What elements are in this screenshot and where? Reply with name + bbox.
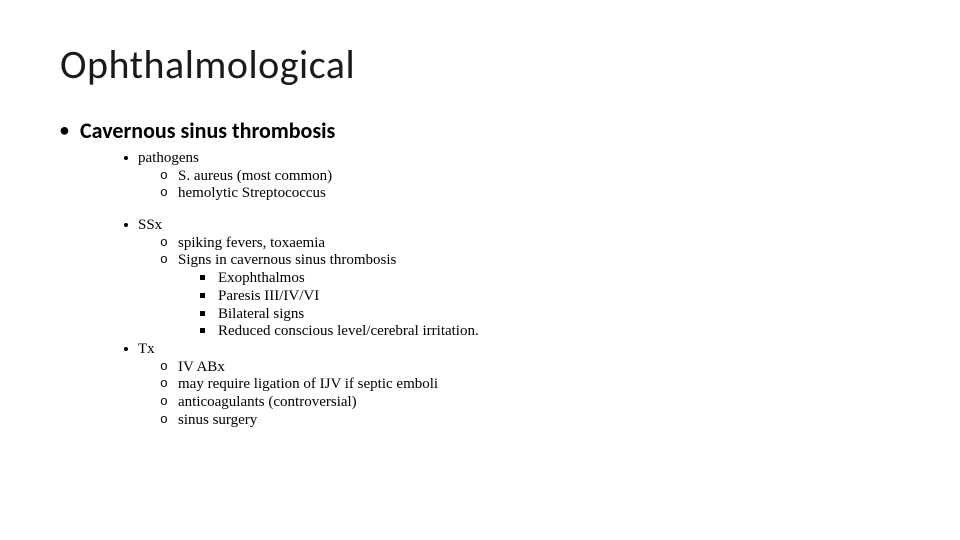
list-item: IV ABx (120, 359, 900, 377)
section-ssx-tx: SSx spiking fevers, toxaemia Signs in ca… (120, 217, 900, 429)
slide: Ophthalmological Cavernous sinus thrombo… (0, 0, 960, 540)
list-item: anticoagulants (controversial) (120, 394, 900, 412)
list-item: sinus surgery (120, 412, 900, 430)
list-item: Reduced conscious level/cerebral irritat… (120, 323, 900, 341)
list-item: Bilateral signs (120, 306, 900, 324)
list-item: Signs in cavernous sinus thrombosis (120, 252, 900, 270)
page-title: Ophthalmological (60, 40, 900, 89)
topic-heading: Cavernous sinus thrombosis (60, 117, 900, 144)
section-label: pathogens (120, 150, 900, 168)
list-item: Paresis III/IV/VI (120, 288, 900, 306)
list-item: S. aureus (most common) (120, 168, 900, 186)
section-pathogens: pathogens S. aureus (most common) hemoly… (120, 150, 900, 203)
list-item: spiking fevers, toxaemia (120, 235, 900, 253)
section-label: Tx (120, 341, 900, 359)
list-item: may require ligation of IJV if septic em… (120, 376, 900, 394)
list-item: hemolytic Streptococcus (120, 185, 900, 203)
list-item: Exophthalmos (120, 270, 900, 288)
section-label: SSx (120, 217, 900, 235)
